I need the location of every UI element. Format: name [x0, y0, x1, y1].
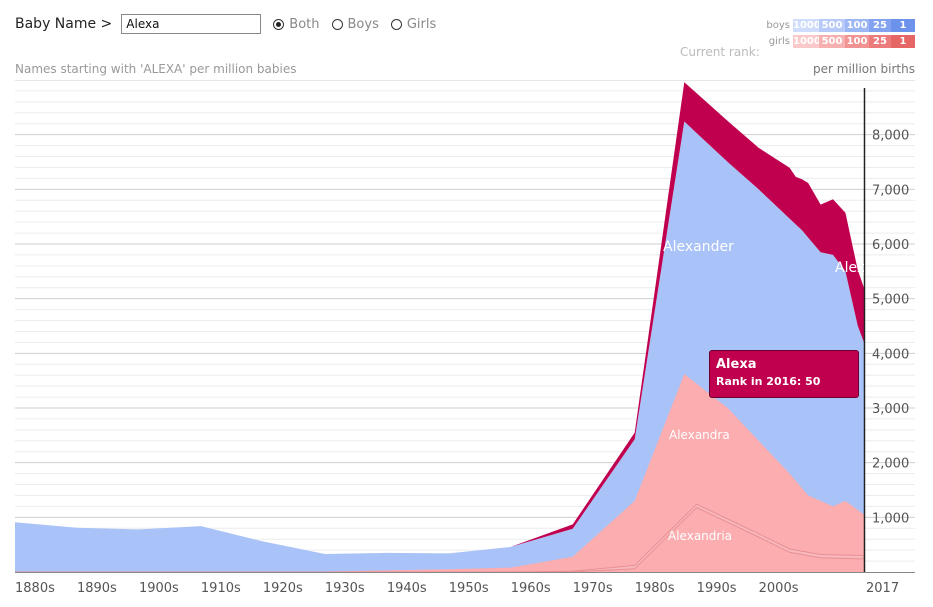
legend-girls-cell: 500 — [819, 34, 845, 48]
radio-girls-dot[interactable] — [390, 18, 402, 30]
legend-boys-label: boys — [766, 19, 790, 31]
current-rank-label: Current rank: — [680, 45, 760, 59]
baby-name-input[interactable] — [121, 14, 262, 34]
series-area-alexandra — [15, 374, 864, 572]
radio-boys-dot[interactable] — [331, 18, 343, 30]
y-tick-label: 6,000 — [872, 238, 909, 253]
x-tick-label: 1960s — [511, 581, 551, 596]
y-tick-label: 5,000 — [872, 293, 909, 308]
radio-both[interactable]: Both — [273, 16, 320, 32]
rank-legend: boys 1000 500 100 25 1 girls 1000 500 10… — [764, 17, 915, 49]
x-tick-label: 1940s — [387, 581, 427, 596]
y-tick-label: 7,000 — [872, 183, 909, 198]
x-tick-label: 1880s — [15, 581, 55, 596]
x-tick-label: 1950s — [449, 581, 489, 596]
radio-boys-label: Boys — [347, 16, 379, 32]
y-tick-label: 3,000 — [872, 402, 909, 417]
radio-girls[interactable]: Girls — [390, 16, 437, 32]
x-tick-label: 2017 — [866, 581, 899, 596]
x-tick-label: 1910s — [201, 581, 241, 596]
legend-girls-cell: 1000 — [793, 34, 821, 48]
legend-boys-cell: 500 — [819, 18, 845, 32]
name-trend-chart: 1,000 2,000 3,000 4,000 5,000 6,000 7,000 8,000… — [15, 80, 915, 596]
legend-boys-cell: 100 — [845, 18, 869, 32]
legend-boys-cell: 1 — [891, 18, 915, 32]
y-tick-label: 8,000 — [872, 129, 909, 144]
baby-name-label: Baby Name > — [15, 16, 113, 32]
radio-girls-label: Girls — [406, 16, 437, 32]
x-tick-label: 1970s — [573, 581, 613, 596]
chart-subtitle: Names starting with 'ALEXA' per million … — [15, 62, 297, 76]
y-tick-label: 1,000 — [872, 511, 909, 526]
legend-girls-cell: 25 — [869, 34, 891, 48]
hover-tooltip: Alexa Rank in 2016: 50 — [709, 350, 859, 398]
y-tick-label: 2,000 — [872, 457, 909, 472]
series-areas[interactable] — [15, 82, 865, 573]
radio-both-dot[interactable] — [273, 18, 285, 30]
area-label: Alexa — [835, 260, 874, 276]
legend-girls-cell: 100 — [845, 34, 869, 48]
area-label: Alexander — [663, 239, 734, 255]
legend-row-boys: boys 1000 500 100 25 1 — [764, 17, 915, 33]
legend-girls-cell: 1 — [891, 34, 915, 48]
radio-boys[interactable]: Boys — [331, 16, 379, 32]
tooltip-rank: Rank in 2016: 50 — [716, 375, 821, 388]
x-tick-label: 1890s — [77, 581, 117, 596]
area-label: Alexandria — [668, 529, 732, 543]
x-tick-label: 1900s — [139, 581, 179, 596]
area-labels: Alexander Alexandra Alexandria Alexa — [663, 239, 874, 543]
legend-girls-label: girls — [768, 35, 790, 47]
legend-row-girls: girls 1000 500 100 25 1 — [764, 33, 915, 49]
legend-boys-cell: 25 — [869, 18, 891, 32]
y-unit-label: per million births — [813, 62, 915, 76]
x-tick-label: 2000s — [759, 581, 799, 596]
y-tick-label: 4,000 — [872, 347, 909, 362]
x-tick-label: 1990s — [697, 581, 737, 596]
x-tick-label: 1930s — [325, 581, 365, 596]
radio-both-label: Both — [289, 16, 320, 32]
tooltip-name: Alexa — [716, 357, 757, 372]
search-bar: Baby Name > Both Boys Girls — [15, 11, 436, 37]
x-tick-label: 1980s — [635, 581, 675, 596]
x-tick-label: 1920s — [263, 581, 303, 596]
area-label: Alexandra — [669, 428, 730, 442]
legend-boys-cell: 1000 — [793, 18, 821, 32]
axes: 1,000 2,000 3,000 4,000 5,000 6,000 7,000 8,000… — [15, 88, 915, 596]
